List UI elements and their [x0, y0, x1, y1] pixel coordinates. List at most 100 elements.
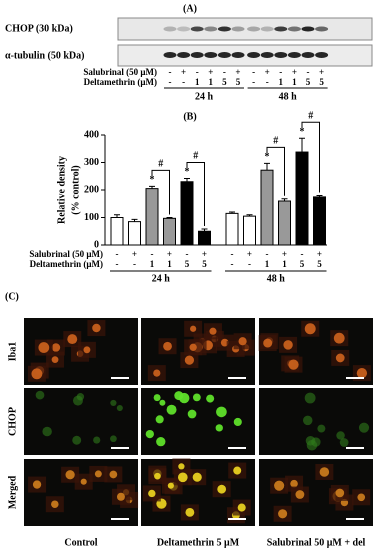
row-symbol: 5 — [236, 77, 241, 87]
row-symbol: - — [169, 77, 172, 87]
row-label: Deltamethrin (μM) — [30, 259, 103, 269]
blot-band — [190, 52, 204, 58]
bracket-label: # — [158, 159, 163, 170]
cell — [192, 472, 202, 482]
error-bar — [264, 162, 270, 171]
cell — [94, 470, 102, 478]
row-symbol: - — [231, 259, 234, 269]
row-symbol: 5 — [319, 77, 324, 87]
row-symbol: - — [151, 249, 154, 259]
cell — [305, 435, 316, 446]
row-symbol: + — [319, 67, 324, 77]
blot-band — [190, 26, 204, 32]
cell — [32, 480, 42, 489]
cell — [154, 472, 161, 480]
cell — [178, 463, 185, 470]
y-axis-label: Relative density — [56, 156, 67, 224]
group-label: 24 h — [195, 91, 214, 102]
cell — [65, 470, 75, 480]
row-symbol: + — [202, 249, 207, 259]
group-label: 48 h — [267, 273, 286, 284]
bracket-label: # — [273, 136, 278, 147]
row-symbol: + — [235, 67, 240, 77]
blot-band — [247, 26, 261, 32]
blot-band — [315, 52, 329, 58]
significance-star: * — [150, 175, 155, 186]
error-bar — [114, 214, 120, 218]
bar — [145, 188, 159, 246]
blot-band — [204, 26, 218, 32]
y-tick-label: 100 — [84, 212, 99, 223]
blot-band — [163, 52, 177, 58]
error-bar — [299, 137, 305, 153]
error-bar — [246, 214, 253, 217]
cell — [72, 435, 82, 445]
micrograph — [141, 458, 255, 526]
cell — [304, 323, 316, 335]
image-column-label: Salubrinal 50 μM + del — [267, 537, 366, 548]
row-symbol: 1 — [195, 77, 200, 87]
cell — [278, 509, 288, 519]
significance-star: * — [300, 127, 305, 138]
cell — [83, 346, 91, 354]
significance-star: * — [185, 167, 190, 178]
cell — [159, 399, 166, 406]
row-symbol: - — [301, 249, 304, 259]
micrograph — [258, 318, 373, 385]
significance-bracket — [301, 121, 320, 193]
error-bar — [316, 195, 323, 197]
cell — [67, 334, 78, 345]
error-bar — [149, 185, 155, 189]
cell — [187, 409, 197, 419]
row-symbol: + — [181, 67, 186, 77]
row-symbol: - — [186, 249, 189, 259]
cell — [167, 482, 174, 489]
blot-band — [231, 26, 245, 32]
row-label: Salubrinal (50 μM) — [83, 67, 157, 77]
y-axis-label: (% control) — [70, 165, 81, 215]
row-symbol: - — [133, 259, 136, 269]
blot-band — [274, 26, 288, 32]
micrograph — [259, 459, 373, 526]
cell — [92, 323, 101, 333]
cell — [238, 337, 247, 346]
row-symbol: - — [248, 259, 251, 269]
micrograph — [24, 318, 138, 385]
blot-band — [260, 52, 274, 58]
cell — [31, 368, 43, 380]
significance-bracket — [266, 146, 285, 196]
blot-band — [204, 52, 218, 58]
blot-band — [301, 26, 315, 32]
cell — [335, 353, 345, 363]
row-symbol: 1 — [279, 77, 284, 87]
cell — [290, 479, 298, 488]
blot-band — [231, 52, 245, 58]
error-bar — [229, 211, 235, 214]
row-symbol: 1 — [167, 259, 172, 269]
image-column-label: Deltamethrin 5 μM — [157, 537, 240, 548]
cell — [288, 359, 299, 370]
row-symbol: - — [182, 77, 185, 87]
error-bar — [281, 198, 288, 201]
significance-bracket — [151, 169, 170, 215]
cell — [38, 342, 50, 353]
blot-label: α-tubulin (50 kDa) — [5, 50, 85, 61]
row-symbol: 1 — [150, 259, 155, 269]
cell — [356, 367, 368, 379]
row-symbol: 1 — [282, 259, 287, 269]
cell — [339, 438, 349, 447]
bar — [128, 221, 141, 246]
blot-band — [217, 52, 231, 58]
bar — [110, 217, 124, 246]
bar — [225, 212, 239, 246]
error-bar — [201, 228, 208, 232]
cell — [233, 417, 242, 427]
cell — [116, 404, 123, 412]
row-symbol: 1 — [265, 259, 270, 269]
cell — [358, 422, 370, 433]
blot-label: CHOP (30 kDa) — [5, 23, 73, 34]
panel-label: (A) — [183, 3, 197, 14]
blot-band — [177, 52, 191, 58]
cell — [216, 406, 227, 418]
cell — [80, 478, 87, 485]
